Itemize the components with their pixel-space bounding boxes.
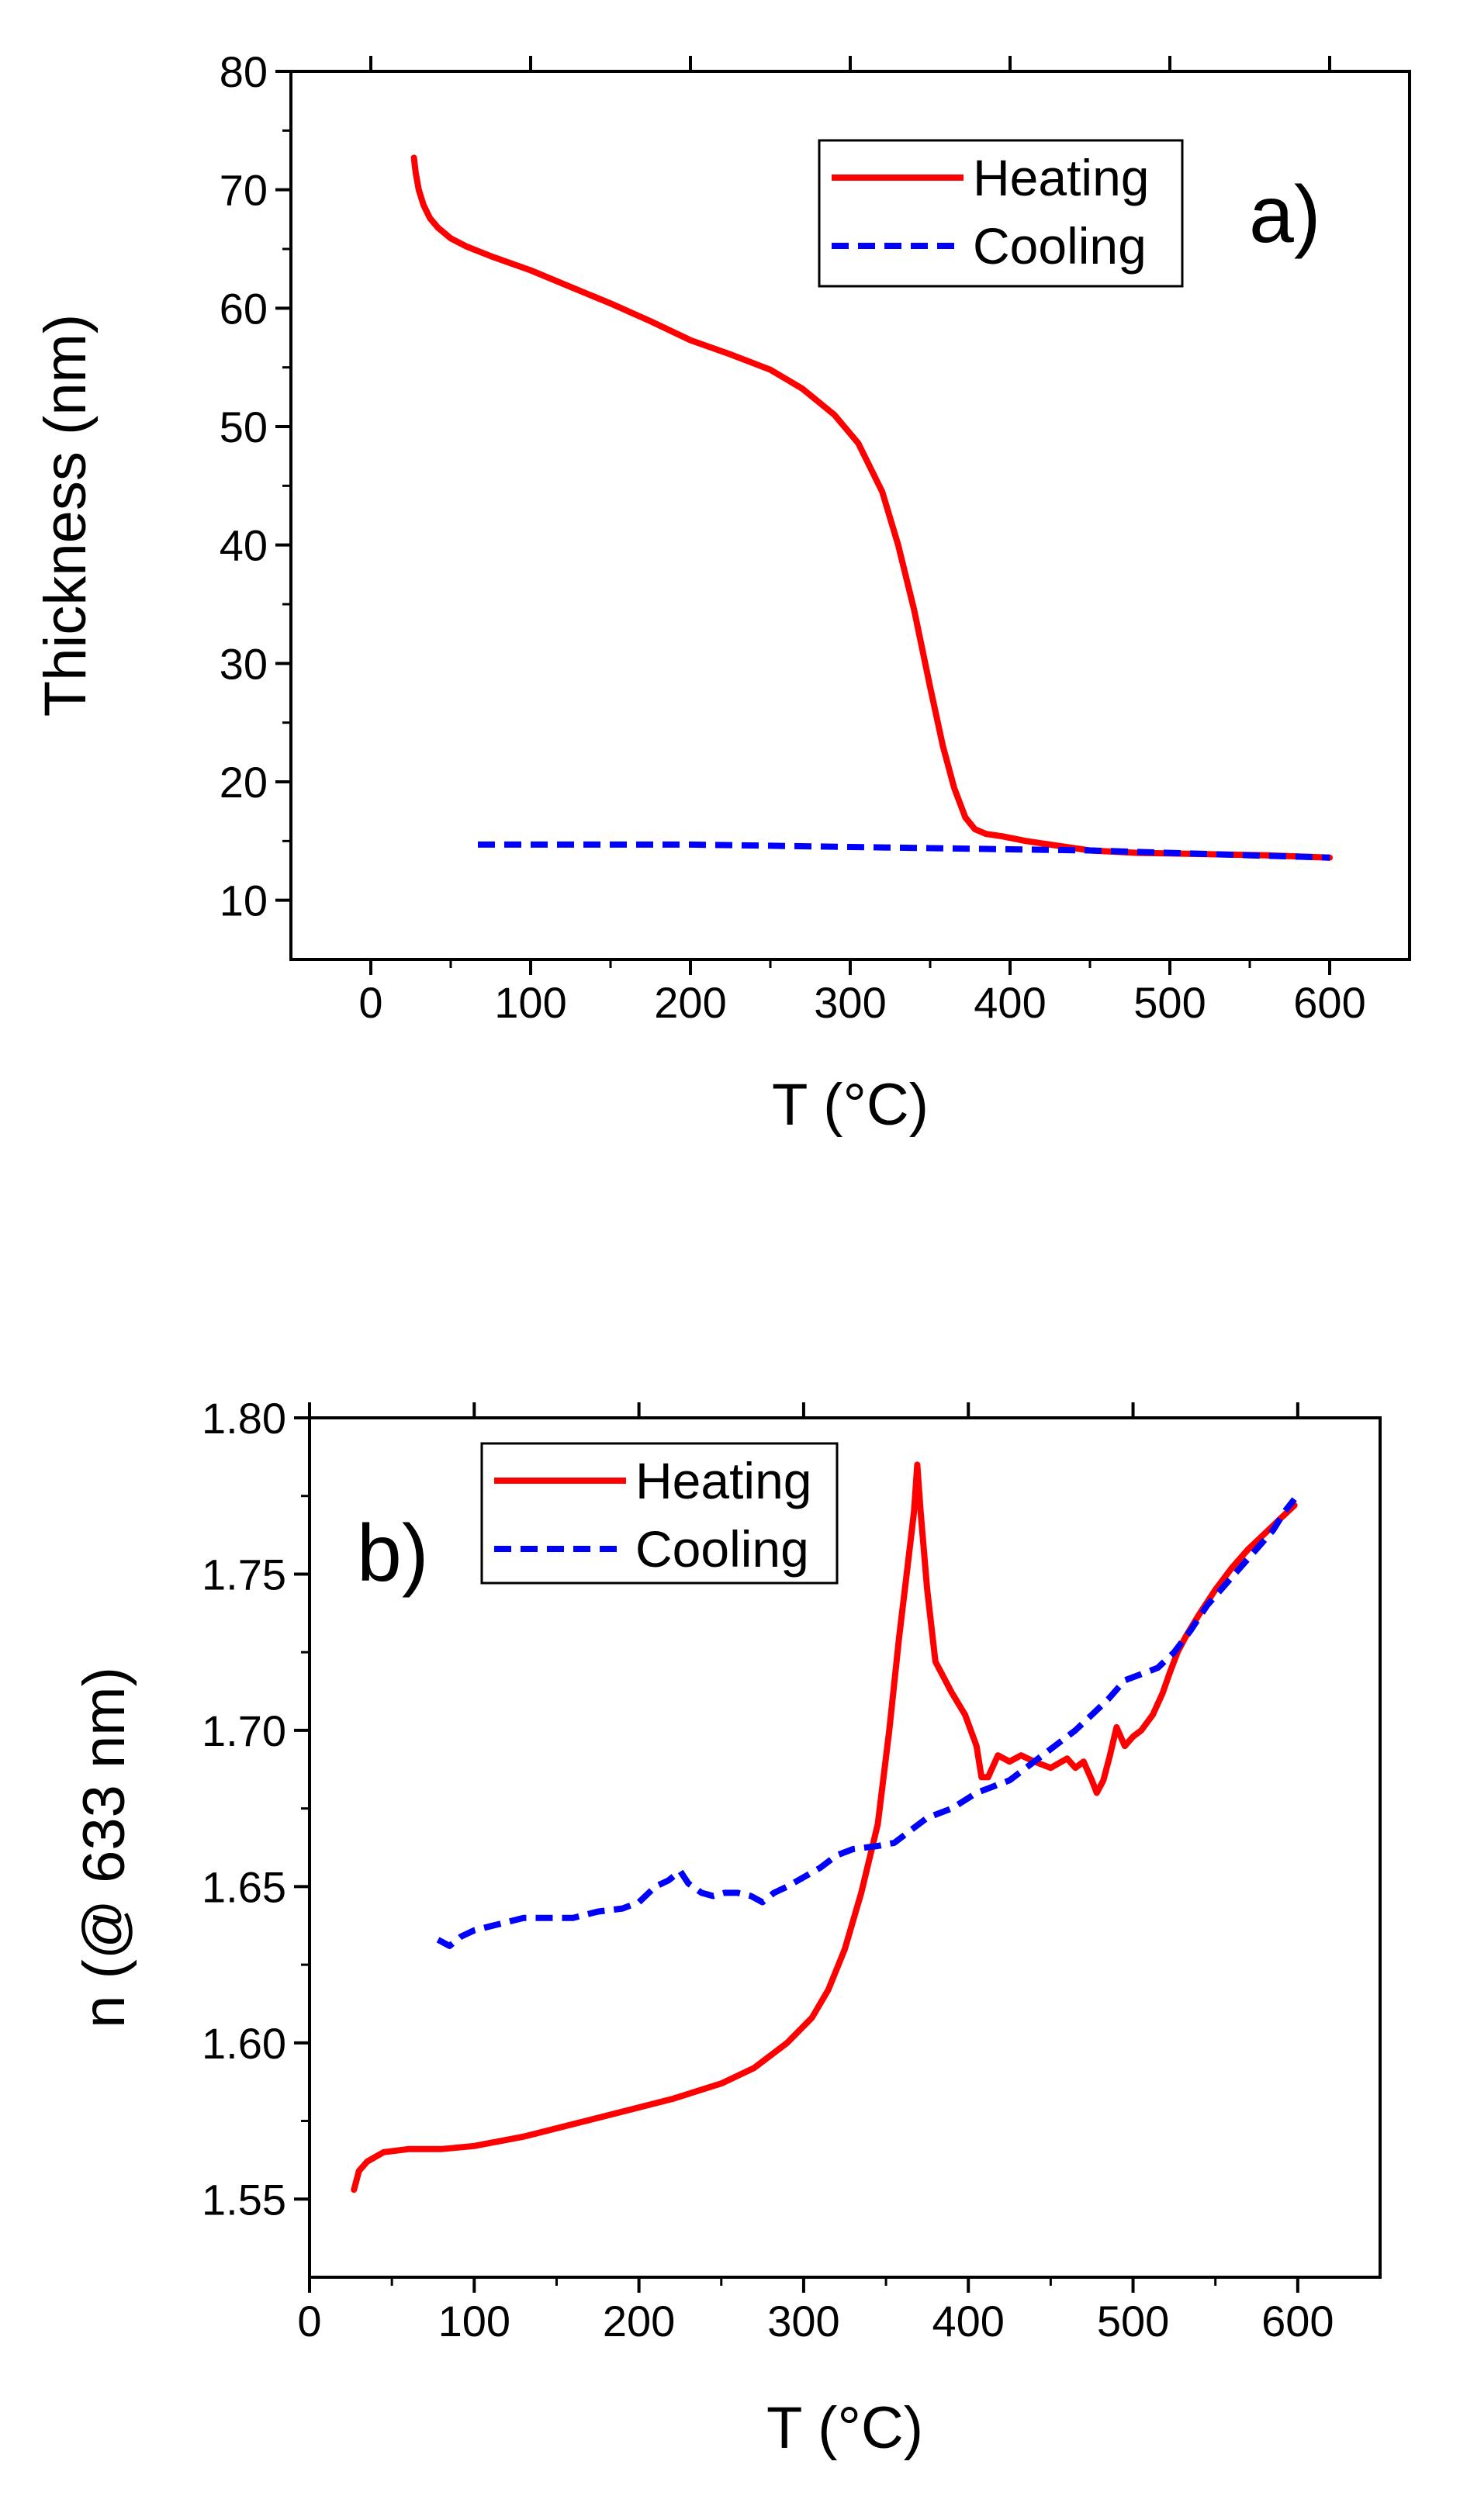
legend-label-heating: Heating [973, 149, 1150, 206]
legend-label-heating: Heating [635, 1452, 812, 1509]
y-tick-label: 70 [220, 166, 268, 215]
y-tick-label: 30 [220, 639, 268, 688]
series-group [351, 1461, 1298, 2193]
y-tick-label: 60 [220, 284, 268, 333]
x-tick-label: 500 [1097, 2297, 1169, 2345]
series-line-heating [410, 154, 1333, 861]
y-tick-label: 1.70 [202, 1706, 286, 1755]
chart-panel-a: 0 100 200 300 400 500 600 10 20 30 40 50 60 70 80 T (°C… [33, 47, 1411, 1138]
series-line-cooling [436, 1497, 1297, 1949]
panel-label: b) [357, 1509, 428, 1599]
y-tick-label: 10 [220, 876, 268, 925]
x-tick-label: 600 [1261, 2297, 1334, 2345]
x-tick-label: 100 [438, 2297, 510, 2345]
y-tick-label: 40 [220, 521, 268, 570]
legend-label-cooling: Cooling [635, 1520, 809, 1578]
legend-label-cooling: Cooling [973, 217, 1147, 275]
plot-frame [308, 1416, 1382, 2279]
x-tick-label: 200 [603, 2297, 675, 2345]
panel-label: a) [1249, 170, 1320, 260]
legend-box [480, 1442, 839, 1585]
series-line-cooling [478, 841, 1330, 861]
y-tick-label: 1.60 [202, 2019, 286, 2068]
x-tick-label: 200 [654, 978, 726, 1027]
x-tick-label: 300 [814, 978, 886, 1027]
x-tick-label: 400 [974, 978, 1046, 1027]
series-line-heating [351, 1461, 1298, 2193]
x-tick-label: 500 [1133, 978, 1206, 1027]
x-tick-label: 300 [767, 2297, 839, 2345]
y-tick-label: 1.80 [202, 1394, 286, 1443]
x-tick-label: 100 [494, 978, 566, 1027]
series-group [410, 154, 1333, 861]
x-tick-label: 0 [297, 2297, 321, 2345]
y-tick-label: 1.55 [202, 2175, 286, 2224]
x-tick-label: 600 [1293, 978, 1365, 1027]
y-tick-label: 20 [220, 758, 268, 807]
x-tick-label: 0 [358, 978, 382, 1027]
y-tick-label: 80 [220, 47, 268, 96]
y-tick-label: 1.65 [202, 1862, 286, 1911]
legend-box [818, 139, 1184, 288]
y-axis-title: Thickness (nm) [33, 314, 99, 717]
x-tick-label: 400 [932, 2297, 1005, 2345]
y-tick-label: 1.75 [202, 1550, 286, 1599]
x-axis-title: T (°C) [772, 1072, 929, 1138]
y-tick-label: 50 [220, 403, 268, 451]
y-axis-title: n (@ 633 nm) [71, 1667, 137, 2028]
x-axis-title: T (°C) [766, 2395, 923, 2461]
chart-panel-b: 0 100 200 300 400 500 600 1.55 1.60 1.65 1.70 1.75 1… [71, 1394, 1382, 2461]
